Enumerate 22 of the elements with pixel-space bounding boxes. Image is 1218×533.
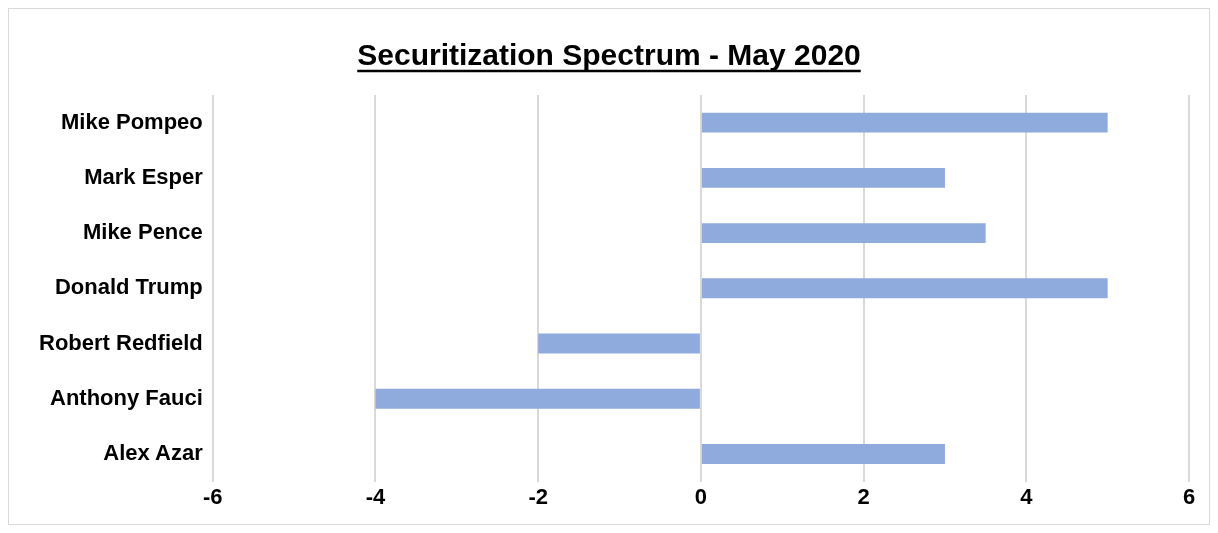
bar: [701, 112, 1108, 133]
bar: [538, 333, 700, 354]
y-tick-label: Alex Azar: [103, 440, 204, 466]
x-tick-label: -4: [365, 483, 387, 509]
bar: [701, 167, 945, 188]
y-tick-label: Anthony Fauci: [50, 384, 203, 410]
bar: [701, 444, 945, 464]
x-tick-label: 2: [857, 483, 870, 509]
x-tick-label: -6: [203, 483, 223, 509]
x-tick-label: 0: [694, 483, 708, 509]
x-tick-label: 6: [1182, 483, 1196, 509]
bar: [375, 388, 700, 409]
x-tick-label: -2: [528, 483, 548, 509]
y-tick-label: Donald Trump: [54, 274, 203, 300]
y-tick-label: Mark Esper: [84, 163, 204, 189]
y-tick-label: Mike Pompeo: [60, 108, 203, 134]
bar: [701, 223, 986, 244]
x-tick-label: 4: [1020, 483, 1034, 509]
bar: [701, 278, 1108, 299]
y-tick-label: Mike Pence: [82, 219, 203, 245]
y-tick-label: Robert Redfield: [38, 329, 203, 355]
chart-title: Securitization Spectrum - May 2020: [357, 38, 861, 72]
